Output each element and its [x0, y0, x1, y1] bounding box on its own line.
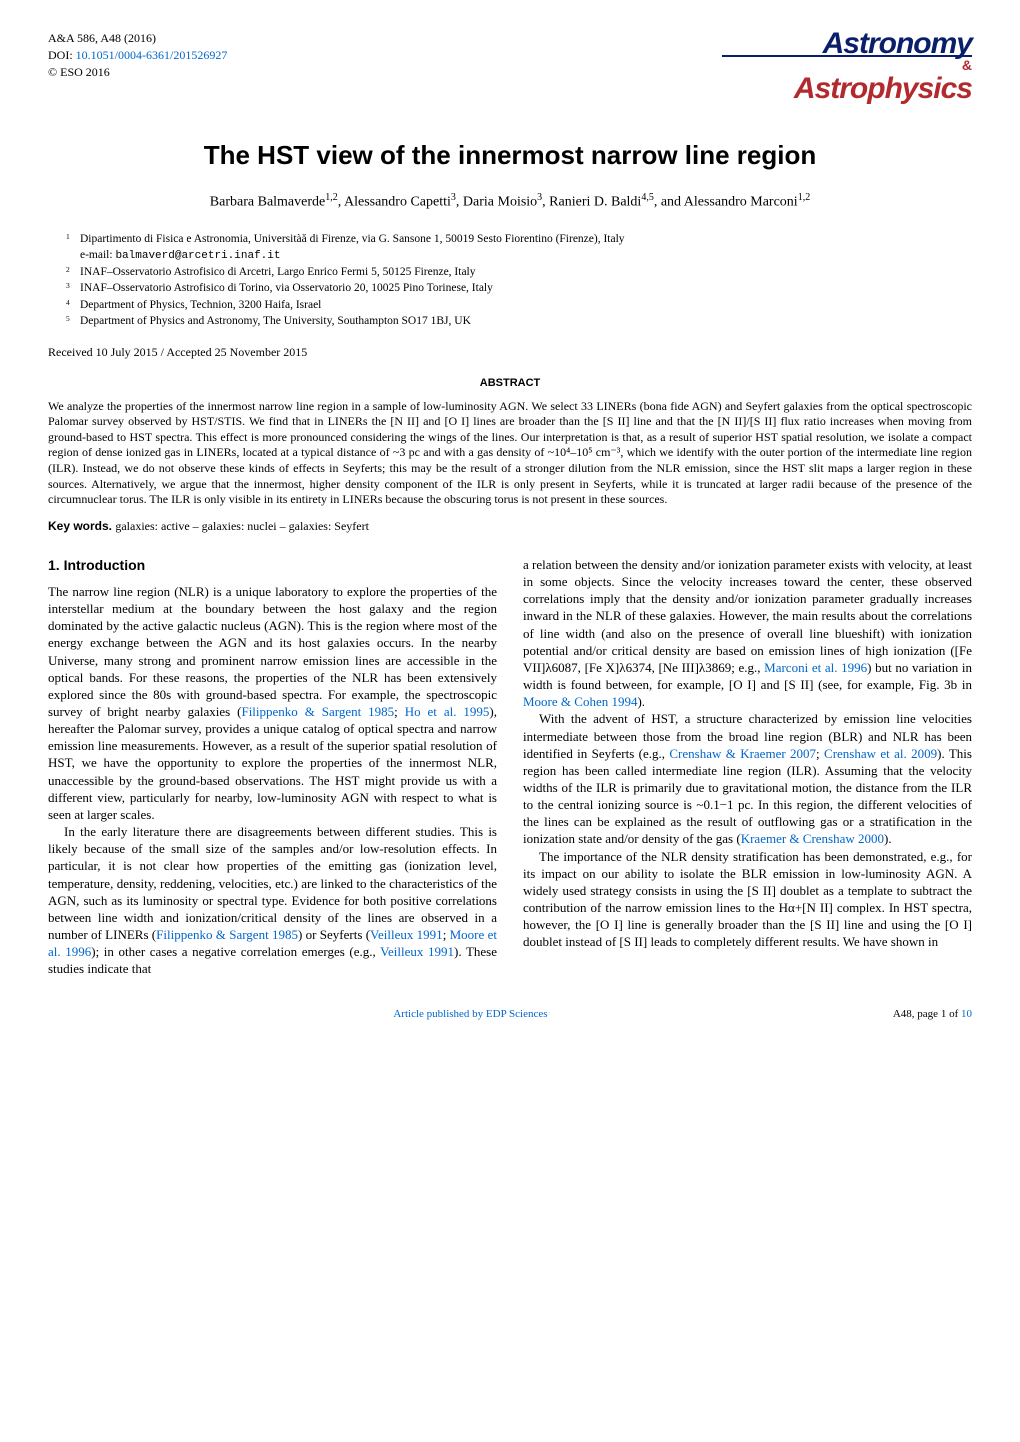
footer-page-text: A48, page 1 of: [893, 1008, 961, 1020]
affiliation-row: 4Department of Physics, Technion, 3200 H…: [66, 298, 972, 314]
received-accepted-dates: Received 10 July 2015 / Accepted 25 Nove…: [48, 344, 972, 360]
journal-ref: A&A 586, A48 (2016): [48, 30, 227, 47]
affiliation-row: 2INAF–Osservatorio Astrofisico di Arcetr…: [66, 265, 972, 281]
footer-publisher-link[interactable]: Article published by EDP Sciences: [393, 1007, 547, 1022]
doi-line: DOI: 10.1051/0004-6361/201526927: [48, 47, 227, 64]
doi-link[interactable]: 10.1051/0004-6361/201526927: [76, 48, 228, 62]
affiliation-text: Department of Physics, Technion, 3200 Ha…: [80, 298, 972, 314]
body-paragraph: a relation between the density and/or io…: [523, 556, 972, 710]
right-column: a relation between the density and/or io…: [523, 556, 972, 977]
section-heading-intro: 1. Introduction: [48, 556, 497, 575]
affiliation-text: Dipartimento di Fisica e Astronomia, Uni…: [80, 232, 972, 263]
authors-line: Barbara Balmaverde1,2, Alessandro Capett…: [48, 191, 972, 213]
logo-astronomy: Astronomy: [722, 30, 972, 57]
page-footer: Article published by EDP Sciences A48, p…: [48, 1007, 972, 1022]
affiliation-text: INAF–Osservatorio Astrofisico di Torino,…: [80, 281, 972, 297]
body-paragraph: With the advent of HST, a structure char…: [523, 710, 972, 847]
left-column: 1. Introduction The narrow line region (…: [48, 556, 497, 977]
affiliation-number: 1: [66, 232, 80, 263]
logo-ampersand: &: [962, 61, 972, 69]
keywords-label: Key words.: [48, 519, 115, 533]
two-column-body: 1. Introduction The narrow line region (…: [48, 556, 972, 977]
affiliations-block: 1Dipartimento di Fisica e Astronomia, Un…: [66, 232, 972, 329]
affiliation-number: 5: [66, 314, 80, 330]
logo-astrophysics: Astrophysics: [722, 75, 972, 102]
affiliation-text: INAF–Osservatorio Astrofisico di Arcetri…: [80, 265, 972, 281]
affiliation-number: 2: [66, 265, 80, 281]
abstract-label: ABSTRACT: [48, 376, 972, 391]
affiliation-row: 1Dipartimento di Fisica e Astronomia, Un…: [66, 232, 972, 263]
body-paragraph: The importance of the NLR density strati…: [523, 848, 972, 951]
header-row: A&A 586, A48 (2016) DOI: 10.1051/0004-63…: [48, 30, 972, 102]
doi-label: DOI:: [48, 48, 76, 62]
affiliation-text: Department of Physics and Astronomy, The…: [80, 314, 972, 330]
body-paragraph: In the early literature there are disagr…: [48, 823, 497, 977]
footer-page-number: A48, page 1 of 10: [893, 1007, 972, 1022]
article-title: The HST view of the innermost narrow lin…: [48, 138, 972, 173]
keywords-line: Key words. galaxies: active – galaxies: …: [48, 518, 972, 534]
body-paragraph: The narrow line region (NLR) is a unique…: [48, 583, 497, 823]
abstract-body: We analyze the properties of the innermo…: [48, 399, 972, 508]
affiliation-number: 3: [66, 281, 80, 297]
footer-total-pages: 10: [961, 1008, 972, 1020]
affiliation-row: 5Department of Physics and Astronomy, Th…: [66, 314, 972, 330]
journal-logo: Astronomy & Astrophysics: [722, 30, 972, 102]
affiliation-row: 3INAF–Osservatorio Astrofisico di Torino…: [66, 281, 972, 297]
header-left: A&A 586, A48 (2016) DOI: 10.1051/0004-63…: [48, 30, 227, 80]
copyright: © ESO 2016: [48, 64, 227, 81]
keywords-text: galaxies: active – galaxies: nuclei – ga…: [115, 519, 369, 533]
affiliation-number: 4: [66, 298, 80, 314]
